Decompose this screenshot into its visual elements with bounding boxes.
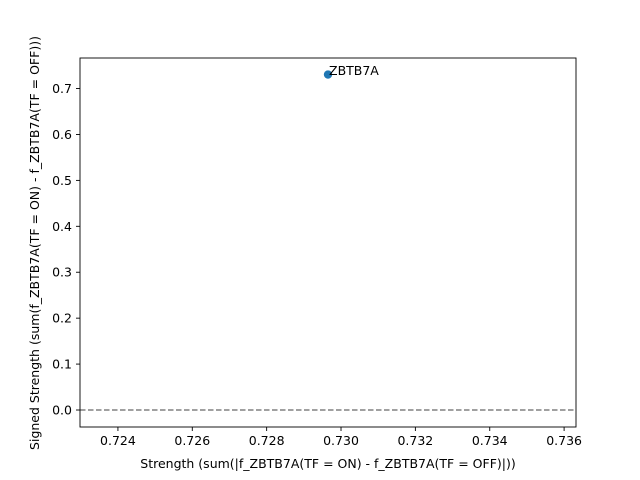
y-tick-label: 0.5 [52,173,72,188]
y-tick-label: 0.1 [52,357,72,372]
y-tick-label: 0.0 [52,403,72,418]
x-tick-label: 0.724 [100,433,136,448]
plot-area: ZBTB7A [79,57,577,428]
y-tick-label: 0.4 [52,219,72,234]
y-tick-label: 0.6 [52,127,72,142]
data-point-label: ZBTB7A [329,63,379,78]
y-tick-label: 0.2 [52,311,72,326]
x-tick-label: 0.732 [397,433,433,448]
plot-frame [79,57,577,428]
y-axis-label: Signed Strength (sum(f_ZBTB7A(TF = ON) -… [27,36,42,450]
x-tick-label: 0.730 [323,433,359,448]
x-tick-label: 0.736 [546,433,582,448]
x-tick-label: 0.728 [249,433,285,448]
x-tick-label: 0.734 [472,433,508,448]
y-tick-label: 0.7 [52,81,72,96]
data-point [323,70,333,79]
x-axis-label: Strength (sum(|f_ZBTB7A(TF = ON) - f_ZBT… [140,456,515,471]
y-tick-label: 0.3 [52,265,72,280]
axis-ticks: 0.724 0.726 0.728 0.730 0.732 0.734 0.736 0.0 0.… [52,81,582,448]
x-tick-label: 0.726 [174,433,210,448]
